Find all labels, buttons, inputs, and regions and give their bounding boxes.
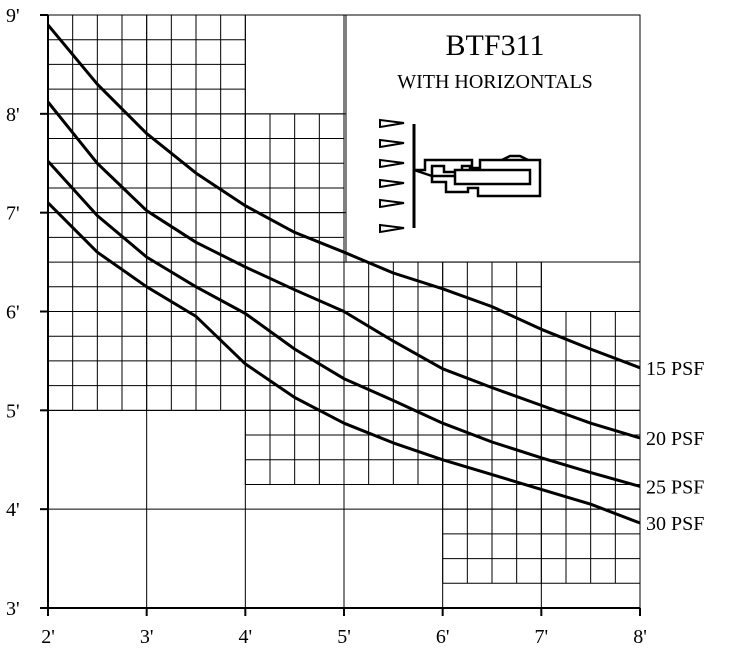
y-tick-label: 8': [6, 104, 20, 126]
series-label: 15 PSF: [646, 358, 704, 380]
y-tick-label: 6': [6, 302, 20, 324]
series-label: 30 PSF: [646, 513, 704, 535]
series-line: [46, 23, 641, 370]
title-box: [345, 14, 641, 263]
x-tick-label: 3': [140, 626, 154, 648]
y-tick-labels: 3' 4' 5' 6' 7' 8' 9': [6, 5, 20, 620]
series-label: 25 PSF: [646, 476, 704, 498]
x-tick-label: 8': [633, 626, 647, 648]
y-tick-label: 4': [6, 499, 20, 521]
x-tick-label: 5': [337, 626, 351, 648]
x-tick-labels: 2' 3' 4' 5' 6' 7' 8': [41, 626, 647, 648]
x-tick-label: 4': [239, 626, 253, 648]
y-tick-label: 5': [6, 400, 20, 422]
y-tick-label: 7': [6, 203, 20, 225]
profile-diagram: [379, 118, 542, 234]
extrusion-profile-icon: [413, 154, 542, 198]
x-tick-label: 6': [436, 626, 450, 648]
x-tick-label: 7': [535, 626, 549, 648]
y-tick-label: 3': [6, 598, 20, 620]
y-tick-label: 9': [6, 5, 20, 27]
series-lines: [46, 23, 641, 525]
series-labels: 15 PSF 20 PSF 25 PSF 30 PSF: [646, 358, 704, 535]
chart-subtitle: WITH HORIZONTALS: [397, 71, 593, 93]
wind-arrows-icon: [379, 118, 405, 234]
series-line: [46, 160, 641, 488]
chart-title: BTF311: [446, 29, 545, 62]
axes: [40, 14, 641, 616]
series-label: 20 PSF: [646, 428, 704, 450]
series-line: [46, 201, 641, 525]
series-line: [46, 101, 641, 440]
x-tick-label: 2': [41, 626, 55, 648]
